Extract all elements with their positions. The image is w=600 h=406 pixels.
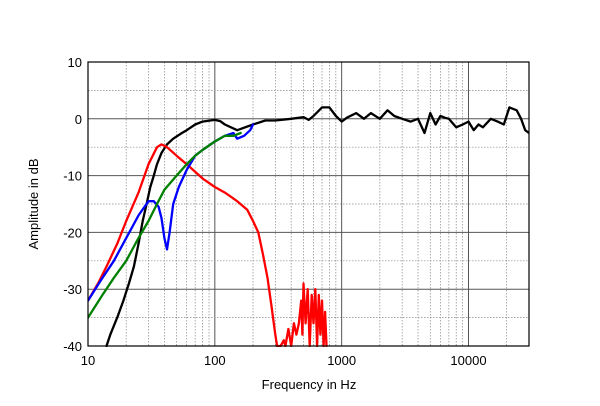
series-line-1 xyxy=(105,106,529,347)
x-tick-label: 10000 xyxy=(450,353,486,368)
y-tick-label: -30 xyxy=(63,282,82,297)
y-tick-label: 0 xyxy=(75,112,82,127)
y-tick-label: -10 xyxy=(63,169,82,184)
plot-frame xyxy=(87,61,530,347)
x-axis-label: Frequency in Hz xyxy=(262,377,357,392)
x-tick-label: 10 xyxy=(81,353,95,368)
x-tick-label: 1000 xyxy=(327,353,356,368)
series-line-2 xyxy=(88,143,328,347)
y-tick-label: 10 xyxy=(68,55,82,70)
y-axis-label: Amplitude in dB xyxy=(26,158,41,249)
series-line-3 xyxy=(88,123,255,302)
y-tick-label: -20 xyxy=(63,225,82,240)
y-tick-label: -40 xyxy=(63,339,82,354)
grid xyxy=(88,62,529,346)
series-line-4 xyxy=(88,131,242,319)
x-tick-label: 100 xyxy=(204,353,226,368)
